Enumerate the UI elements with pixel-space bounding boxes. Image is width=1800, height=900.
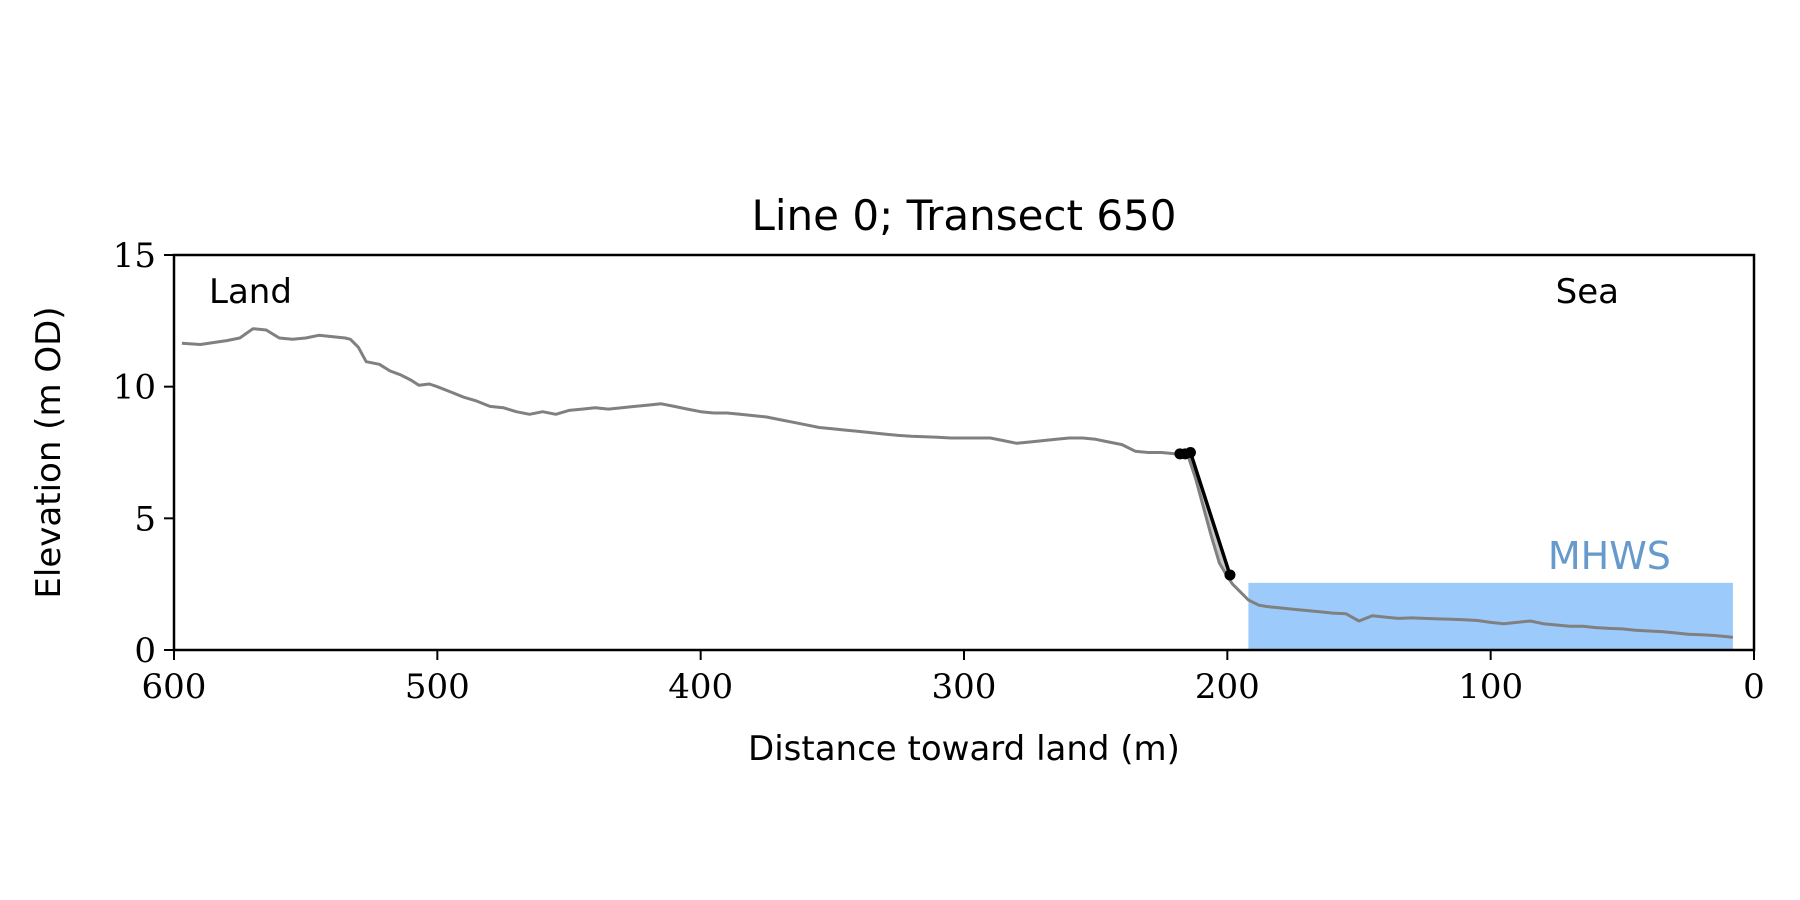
y-tick-label: 5 <box>134 499 156 539</box>
cliff-point <box>1224 569 1236 581</box>
mhws-fill <box>1248 582 1733 650</box>
x-tick-label: 0 <box>1743 667 1765 707</box>
x-tick-label: 100 <box>1458 667 1523 707</box>
land-annotation: Land <box>209 272 292 312</box>
sea-annotation: Sea <box>1556 272 1619 312</box>
y-axis-label: Elevation (m OD) <box>29 306 69 598</box>
cliff-point <box>1184 447 1196 458</box>
profile-line <box>181 327 1734 639</box>
axes: 600 500 400 300 200 100 0 0 5 10 15 <box>113 236 1765 707</box>
x-tick-label: 300 <box>932 667 997 707</box>
x-tick-label: 400 <box>668 667 733 707</box>
y-tick-label: 10 <box>113 368 156 408</box>
y-tick-label: 15 <box>113 236 156 276</box>
x-tick-label: 200 <box>1195 667 1260 707</box>
chart-title: Line 0; Transect 650 <box>751 191 1176 240</box>
x-tick-label: 500 <box>405 667 470 707</box>
x-axis-label: Distance toward land (m) <box>748 729 1180 769</box>
x-tick-label: 600 <box>142 667 207 707</box>
mhws-label: MHWS <box>1548 534 1671 578</box>
y-tick-label: 0 <box>134 631 156 671</box>
plot-area <box>181 327 1734 650</box>
